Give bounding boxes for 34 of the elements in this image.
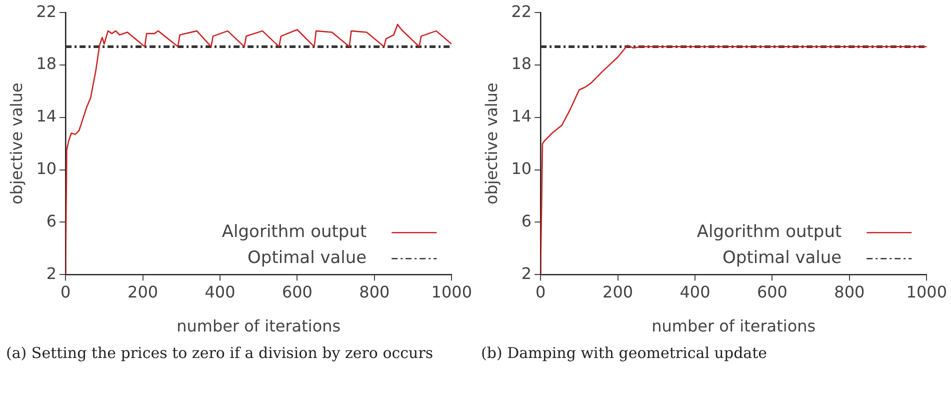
legend-label: Algorithm output xyxy=(696,222,842,242)
text: (b) Damping with geometrical update xyxy=(481,344,768,362)
y-tick-label: 2 xyxy=(46,264,57,283)
y-tick-label: 10 xyxy=(36,158,57,178)
x-tick-label: 600 xyxy=(282,282,312,302)
y-tick-label: 22 xyxy=(36,2,57,21)
y-tick-label: 14 xyxy=(36,106,57,126)
y-tick-label: 14 xyxy=(511,106,532,126)
x-tick-label: 800 xyxy=(359,282,390,302)
legend-label: Algorithm output xyxy=(222,222,367,242)
x-axis-title: number of iterations xyxy=(176,316,341,336)
x-tick-label: 0 xyxy=(60,282,71,302)
y-axis-title: objective value xyxy=(482,82,501,205)
x-tick-label: 200 xyxy=(128,282,158,302)
text: (a) Setting the prices to zero if a division by zero occurs xyxy=(6,344,434,362)
y-tick-label: 6 xyxy=(46,211,57,230)
y-tick-label: 22 xyxy=(511,2,532,21)
x-tick-label: 1000 xyxy=(906,282,947,302)
y-tick-label: 18 xyxy=(36,54,57,74)
y-tick-label: 6 xyxy=(521,211,532,230)
x-axis-title: number of iterations xyxy=(652,316,816,336)
x-tick-label: 400 xyxy=(680,282,710,302)
x-tick-label: 400 xyxy=(204,282,236,302)
y-axis-title: objective value xyxy=(6,82,26,205)
x-tick-label: 0 xyxy=(535,282,546,302)
x-tick-label: 200 xyxy=(602,282,634,302)
y-tick-label: 10 xyxy=(511,158,532,178)
x-tick-label: 800 xyxy=(834,282,865,302)
y-tick-label: 18 xyxy=(511,54,532,74)
y-tick-label: 2 xyxy=(521,264,532,283)
legend-label: Optimal value xyxy=(722,248,842,268)
legend-label: Optimal value xyxy=(248,248,367,268)
x-tick-label: 600 xyxy=(756,282,788,302)
x-tick-label: 1000 xyxy=(431,282,472,302)
